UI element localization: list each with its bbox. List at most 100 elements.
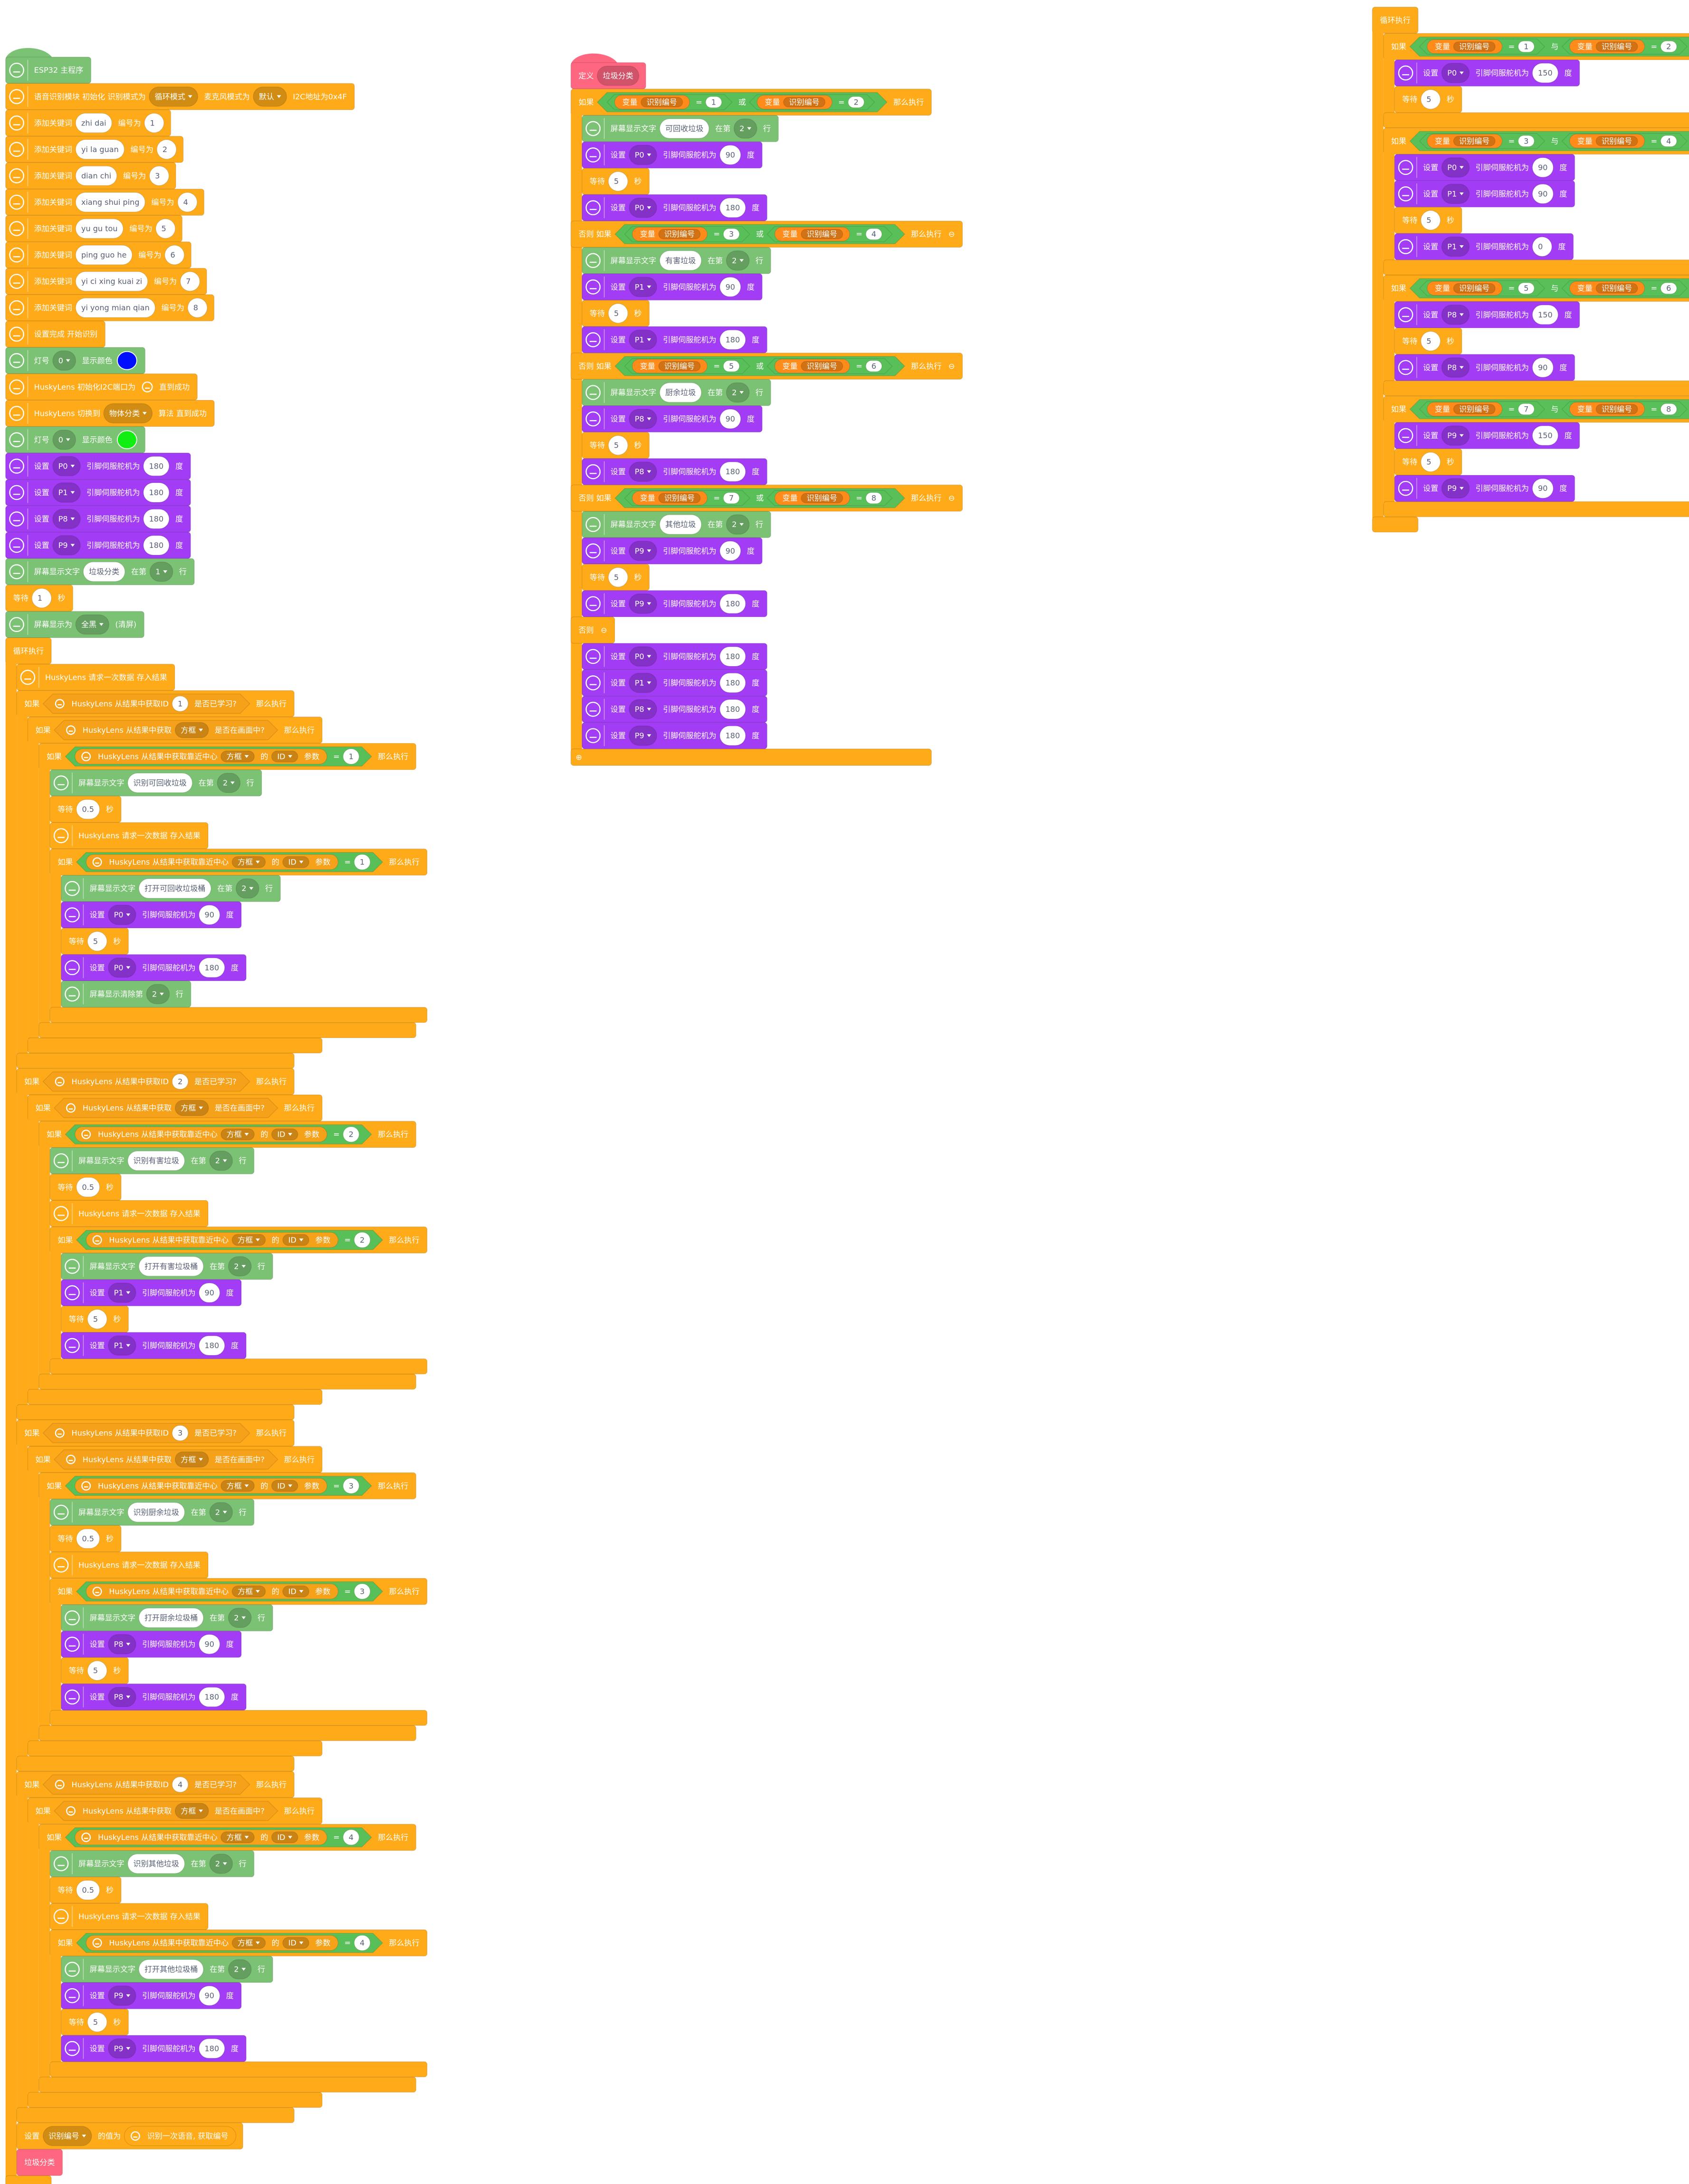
dropdown-arrow [126, 2047, 131, 2050]
block-text: = [344, 1938, 351, 1947]
block-text: 度 [752, 203, 759, 212]
block-text: 否则 如果 [579, 230, 611, 239]
block-text: 设置 [1423, 484, 1438, 493]
value-input-shape [143, 456, 170, 477]
block-text: 打开有害垃圾桶 [144, 1262, 198, 1271]
code-block: 屏幕显示文字 识别其他垃圾 在第 2 行 [49, 1850, 255, 1877]
block-text: 与 [1551, 284, 1558, 293]
c-footer-shape [1383, 380, 1689, 397]
block-text: ESP32 主程序 [34, 66, 84, 75]
value-input: dian chi [75, 165, 117, 186]
block-shape [582, 273, 763, 301]
icon [9, 326, 24, 342]
value-input-shape [659, 382, 702, 403]
block-text: 设置 [611, 731, 626, 740]
block-text: HuskyLens 从结果中获取ID [72, 1428, 169, 1437]
block-text: P0 [58, 461, 68, 470]
value-input: 0.5 [76, 1528, 100, 1549]
field: 识别编号 [1595, 135, 1638, 146]
block-text: 物体分类 [109, 409, 140, 418]
value-input-shape [138, 1608, 204, 1628]
code-block: 等待 5 秒 [1394, 86, 1462, 113]
value-input-shape [1532, 157, 1554, 178]
block-text: 那么执行 [911, 362, 941, 371]
icon [585, 121, 601, 136]
code-block: 等待 5 秒 [60, 1657, 129, 1685]
block-text: P1 [114, 1288, 124, 1297]
icon [585, 517, 601, 532]
block-text: 3 [729, 230, 734, 239]
icon [142, 381, 153, 393]
value-input: 6 [1660, 282, 1677, 295]
block-text: 与 [1551, 42, 1558, 51]
reporter-shape [75, 1829, 327, 1846]
block-text: 变量 [1577, 284, 1593, 293]
block-text: 在第 [707, 520, 723, 529]
c-footer [49, 1710, 428, 1726]
block-text: HuskyLens 从结果中获取靠近中心 [109, 858, 229, 867]
block-text: 添加关键词 [34, 224, 72, 233]
block-text: 度 [1558, 242, 1565, 251]
block-text: 定义 [579, 71, 594, 80]
block-text: 循环模式 [155, 92, 185, 101]
block-text: 行 [258, 1262, 265, 1271]
value-input: 1 [343, 748, 360, 765]
dropdown: P8 [629, 409, 657, 429]
block-text: 那么执行 [893, 97, 924, 106]
block-text: P1 [635, 282, 644, 291]
block-text: 2 [215, 1859, 220, 1868]
block-row: 如果 HuskyLens 从结果中获取 方框 是否在画面中? 那么执行 [27, 1094, 323, 1122]
block-text: HuskyLens 从结果中获取ID [72, 1077, 169, 1086]
dropdown-arrow [241, 1616, 246, 1619]
dropdown-shape [108, 2038, 136, 2059]
block-text: 如果 [579, 97, 594, 106]
block-text: 识别编号 [1459, 136, 1489, 145]
c-footer [38, 1022, 417, 1038]
value-input-shape [343, 748, 360, 765]
block-row: 屏幕显示文字 打开厨余垃圾桶 在第 2 行 [60, 1604, 273, 1632]
block-text: 那么执行 [284, 726, 315, 735]
block-text: P9 [1447, 431, 1457, 440]
value-input-shape [143, 482, 170, 503]
field-shape [640, 97, 683, 107]
reporter: 变量 识别编号 [1427, 281, 1503, 296]
dropdown: ID [282, 856, 309, 868]
block-text: (清屏) [115, 620, 137, 629]
block-text: 秒 [634, 441, 642, 450]
reporter: 变量 识别编号 [614, 95, 690, 110]
icon [585, 728, 601, 743]
block-shape [60, 1332, 247, 1360]
value-input-shape [705, 96, 722, 108]
block-text: 变量 [622, 97, 638, 106]
dropdown-shape [282, 1234, 309, 1246]
value-input-shape [1532, 305, 1559, 325]
block-text: = [333, 1481, 339, 1490]
dropdown-arrow [244, 1484, 249, 1487]
c-arm [50, 874, 61, 1009]
block-text: 180 [725, 335, 740, 344]
block-text: 行 [179, 567, 187, 576]
c-arm [17, 715, 28, 1055]
dropdown-shape [108, 1686, 136, 1707]
block-text: 设置 [1423, 310, 1438, 319]
block-row: 否则 如果 变量 识别编号 = 3 或变量 识别编号 = 4 那么执行 ⊖ [570, 220, 963, 248]
value-input-shape [155, 218, 176, 239]
code-block: 等待 5 秒 [1394, 448, 1462, 476]
block-text: = [1651, 42, 1657, 51]
code-block: 添加关键词 yi yong mian qian 编号为 8 [5, 294, 215, 322]
block-row: 添加关键词 yi yong mian qian 编号为 8 [5, 294, 215, 322]
block-text: 引脚伺服舵机为 [86, 461, 140, 470]
block-text: P0 [114, 963, 124, 972]
block-text: 识别编号 [1602, 42, 1632, 51]
block-text: 的值为 [98, 2132, 121, 2141]
block-text: 度 [747, 282, 754, 291]
icon [1398, 360, 1413, 375]
code-block: 如果 HuskyLens 从结果中获取 方框 是否在画面中? 那么执行 [27, 716, 323, 1054]
code-block: 屏幕显示文字 打开有害垃圾桶 在第 2 行 [60, 1253, 273, 1280]
block-text: 否则 如果 [579, 362, 611, 371]
block-text: 设置 [34, 488, 49, 497]
dropdown: 2 [209, 1502, 233, 1523]
c-footer [49, 2061, 428, 2078]
value-input-shape [75, 139, 125, 160]
block-text: 垃圾分类 [24, 2158, 55, 2167]
